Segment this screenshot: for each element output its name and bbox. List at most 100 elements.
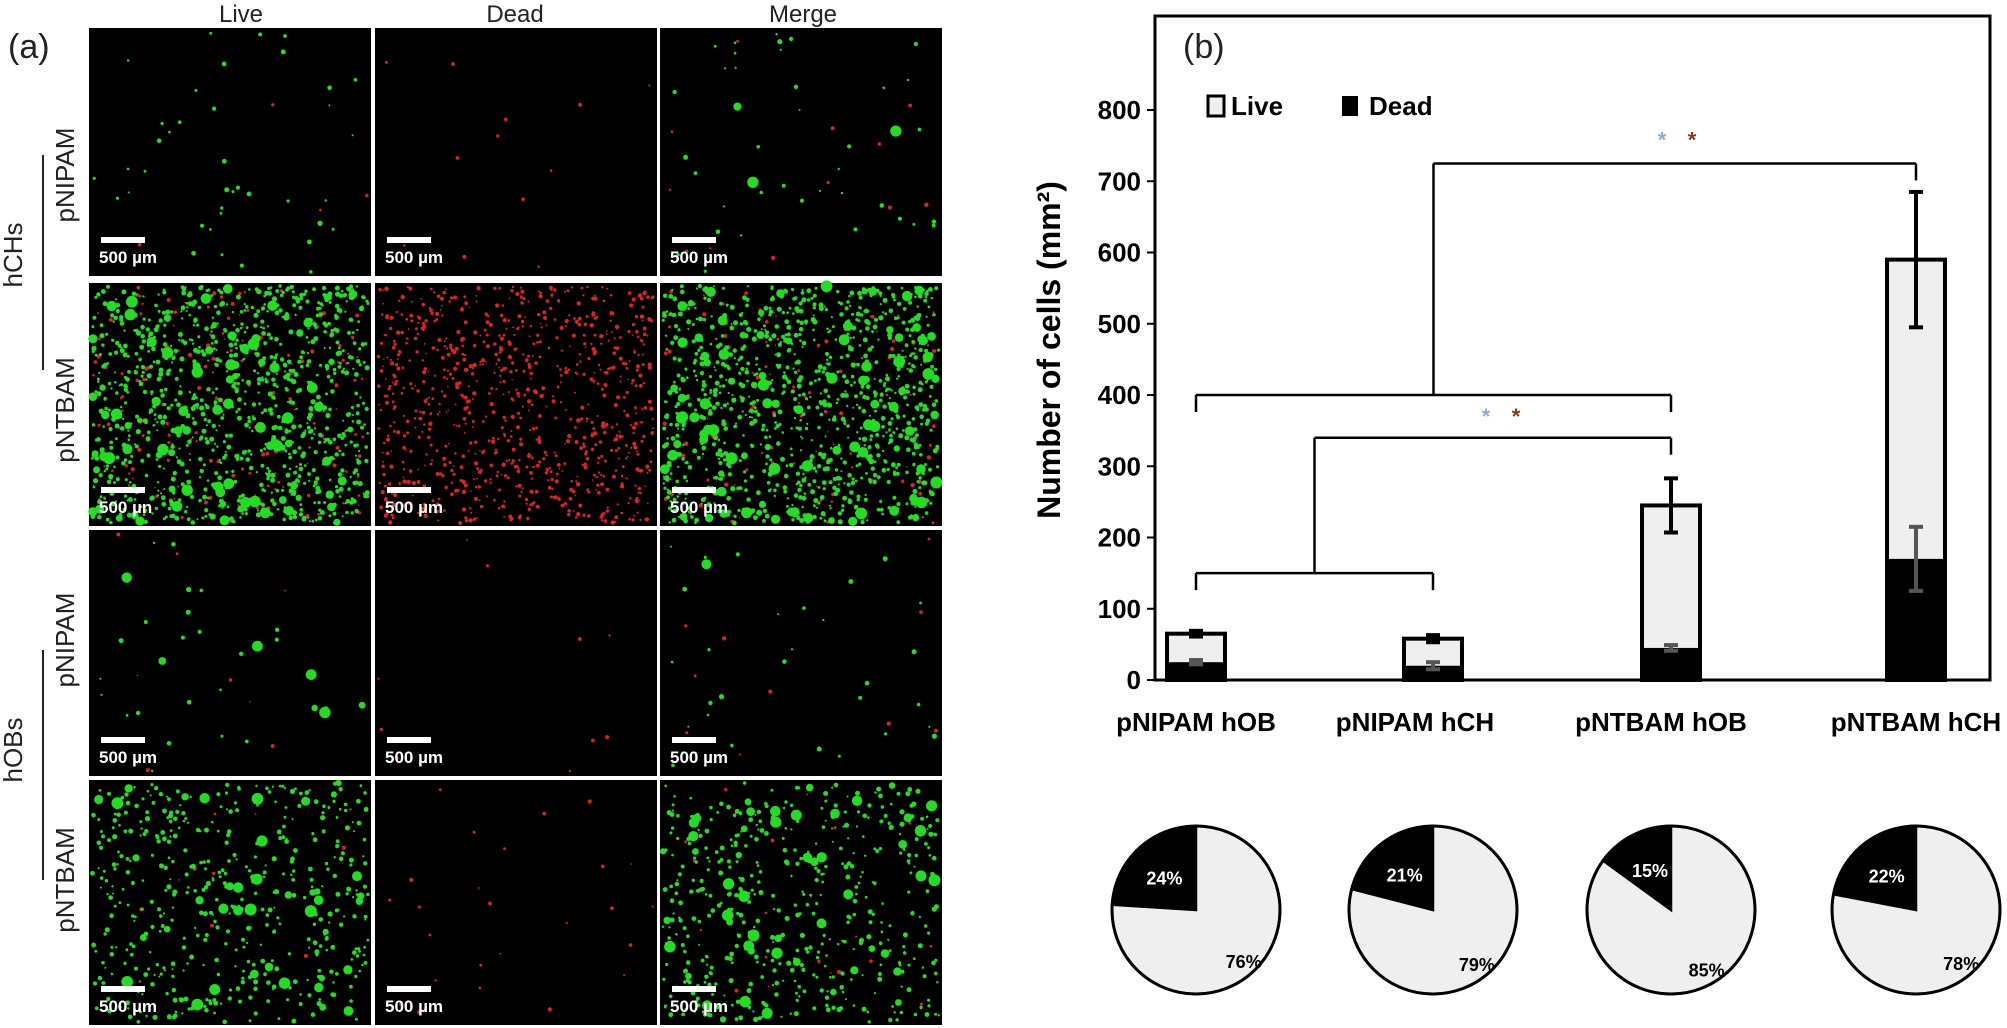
dead-cell-dot [502, 318, 507, 323]
live-cell-dot [798, 301, 803, 306]
live-cell-dot [127, 444, 130, 448]
live-cell-dot [108, 503, 112, 507]
dead-cell-dot [455, 156, 460, 160]
live-cell-dot [129, 952, 134, 957]
live-cell-dot [715, 344, 721, 349]
live-cell-dot [106, 284, 110, 289]
dead-cell-dot [520, 490, 523, 493]
live-cell-dot [783, 859, 790, 865]
live-cell-dot [806, 850, 810, 854]
dead-cell-dot [274, 472, 277, 475]
dead-cell-dot [702, 294, 705, 297]
live-cell-dot [364, 490, 370, 496]
dead-cell-dot [575, 482, 581, 487]
live-cell-dot [687, 510, 691, 514]
live-cell-dot [295, 494, 302, 501]
live-cell-dot [258, 358, 266, 367]
live-cell-dot [240, 498, 245, 502]
dead-cell-dot [494, 448, 498, 451]
dead-cell-dot [479, 450, 481, 452]
live-cell-dot [259, 482, 264, 488]
dead-cell-dot [592, 427, 596, 431]
dead-cell-dot [574, 319, 579, 324]
live-cell-dot [98, 789, 102, 792]
live-cell-dot [818, 189, 822, 192]
dead-cell-dot [421, 430, 424, 433]
live-cell-dot [167, 368, 172, 372]
live-cell-dot [212, 998, 217, 1003]
live-cell-dot [878, 846, 883, 851]
live-cell-dot [881, 424, 885, 429]
live-cell-dot [286, 377, 291, 382]
live-cell-dot [801, 340, 807, 346]
dead-cell-dot [559, 368, 562, 371]
live-cell-dot [773, 494, 776, 498]
live-cell-dot [750, 888, 754, 892]
live-cell-dot [149, 364, 154, 369]
live-cell-dot [123, 810, 128, 815]
dead-cell-dot [573, 391, 576, 394]
live-cell-dot [255, 784, 258, 787]
live-cell-dot [181, 945, 187, 950]
dead-cell-dot [440, 390, 444, 393]
live-cell-dot [146, 373, 152, 379]
live-cell-dot [347, 487, 351, 491]
live-cell-dot [903, 395, 908, 400]
live-cell-dot [796, 383, 802, 389]
dead-cell-dot [531, 427, 536, 431]
live-cell-dot [193, 889, 197, 893]
live-cell-dot [285, 311, 289, 315]
live-cell-dot [719, 1016, 727, 1023]
dead-cell-dot [475, 295, 478, 297]
live-cell-dot [842, 825, 845, 828]
live-cell-dot [228, 988, 233, 992]
live-cell-dot [249, 453, 253, 456]
live-cell-dot [212, 106, 217, 111]
dead-cell-dot [420, 326, 426, 331]
dead-cell-dot [650, 431, 655, 435]
scale-bar [387, 237, 431, 243]
live-cell-dot [360, 342, 366, 347]
dead-cell-dot [559, 325, 564, 330]
live-cell-dot [162, 836, 167, 842]
significance-star: * [1658, 127, 1667, 152]
live-cell-dot [94, 1006, 99, 1011]
live-cell-dot [141, 993, 144, 996]
live-cell-dot [338, 486, 344, 492]
dead-cell-dot [603, 383, 608, 387]
live-cell-dot [897, 301, 902, 307]
live-cell-dot [912, 462, 916, 467]
live-cell-dot [779, 340, 782, 344]
live-cell-dot [312, 837, 318, 843]
live-cell-dot [231, 310, 235, 314]
live-cell-dot [223, 328, 227, 332]
dead-cell-dot [567, 368, 571, 372]
live-cell-dot [715, 360, 720, 365]
dead-cell-dot [136, 285, 141, 290]
live-cell-dot [876, 453, 881, 458]
scale-bar-label: 500 µm [670, 748, 728, 767]
live-cell-dot [718, 476, 723, 481]
live-cell-dot [716, 486, 727, 497]
live-cell-dot [119, 315, 124, 320]
live-cell-dot [133, 919, 136, 922]
live-cell-dot [910, 911, 915, 916]
dead-cell-dot [241, 339, 244, 342]
dead-cell-dot [451, 62, 455, 66]
live-cell-dot [673, 440, 682, 449]
dead-cell-dot [335, 408, 338, 410]
dead-cell-dot [575, 480, 578, 483]
dead-cell-dot [576, 418, 581, 423]
live-cell-dot [679, 284, 684, 289]
live-cell-dot [874, 360, 879, 365]
live-cell-dot [739, 995, 751, 1008]
live-cell-dot [879, 303, 882, 306]
live-cell-dot [683, 154, 689, 160]
live-cell-dot [692, 848, 699, 855]
dead-cell-dot [919, 610, 923, 614]
dead-cell-dot [635, 368, 639, 372]
live-cell-dot [793, 1011, 799, 1017]
scale-bar [387, 737, 431, 743]
live-cell-dot [264, 379, 269, 384]
pie-outline [1347, 824, 1519, 996]
